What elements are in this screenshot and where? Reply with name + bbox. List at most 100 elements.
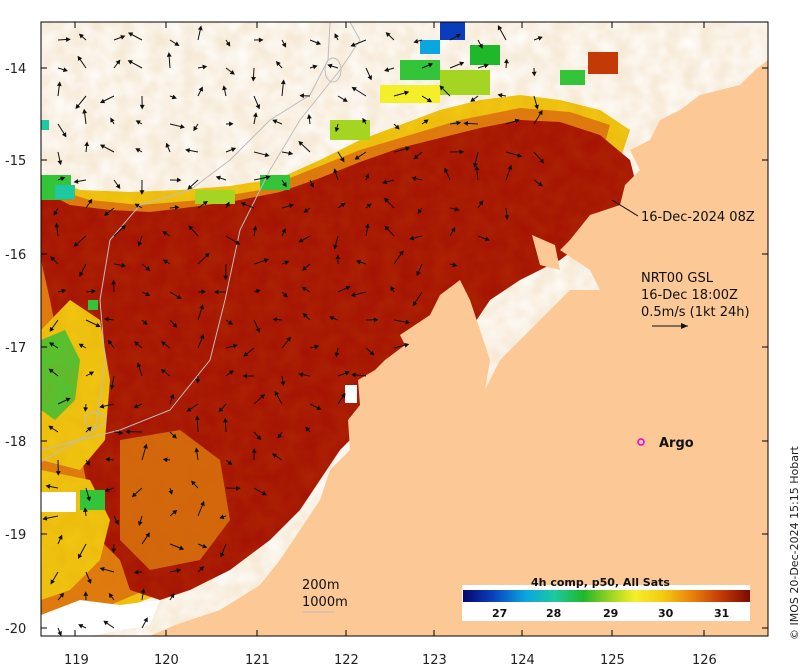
lat-label: -16 xyxy=(5,248,26,263)
current-arrowhead xyxy=(59,592,65,598)
current-arrowhead xyxy=(49,326,55,332)
current-arrowhead xyxy=(478,200,484,206)
current-arrowhead xyxy=(327,63,333,69)
current-arrowhead xyxy=(140,588,146,594)
current-arrowhead xyxy=(139,104,145,110)
current-arrowhead xyxy=(42,515,48,521)
current-arrowhead xyxy=(188,225,194,231)
lon-label: 125 xyxy=(600,653,625,668)
current-arrowhead xyxy=(54,222,60,228)
argo-float-marker[interactable] xyxy=(637,438,645,446)
current-arrowhead xyxy=(172,509,178,515)
current-arrowhead xyxy=(128,32,134,37)
current-time-label: 16-Dec 18:00Z xyxy=(641,288,738,303)
current-arrowhead xyxy=(227,320,233,325)
current-arrowhead xyxy=(103,620,109,626)
current-arrowhead xyxy=(99,403,105,409)
current-arrowhead xyxy=(174,41,180,46)
current-arrowhead xyxy=(272,119,278,124)
current-arrowhead xyxy=(50,256,56,262)
current-arrowhead xyxy=(133,403,139,409)
current-arrowhead xyxy=(87,198,93,204)
current-arrowhead xyxy=(413,154,419,160)
lat-label: -17 xyxy=(5,341,26,356)
current-arrowhead xyxy=(472,162,478,168)
current-arrowhead xyxy=(385,32,391,37)
current-arrowhead xyxy=(145,266,151,271)
current-arrowhead xyxy=(455,33,462,39)
current-arrowhead xyxy=(103,316,109,322)
current-arrowhead xyxy=(459,149,465,155)
current-arrowhead xyxy=(329,316,335,321)
current-scale-label: 0.5m/s (1kt 24h) xyxy=(641,305,750,320)
current-arrowhead xyxy=(230,147,237,152)
lon-label: 122 xyxy=(334,653,359,668)
current-arrowhead xyxy=(50,579,55,585)
latitude-axis xyxy=(41,67,768,629)
current-source-label: NRT00 GSL xyxy=(641,271,714,286)
current-arrowhead xyxy=(162,457,168,463)
current-arrowhead xyxy=(162,259,168,265)
current-arrowhead xyxy=(426,97,433,103)
current-arrowhead xyxy=(333,244,338,250)
current-arrowhead xyxy=(394,124,400,130)
timestamp-label: 16-Dec-2024 08Z xyxy=(641,210,755,225)
current-arrowhead xyxy=(256,435,262,441)
current-arrowhead xyxy=(350,42,356,47)
current-arrowhead xyxy=(298,238,304,243)
current-arrowhead xyxy=(57,631,62,636)
current-arrowhead xyxy=(115,59,121,65)
current-arrowhead xyxy=(280,79,286,85)
current-arrowhead xyxy=(333,168,338,174)
current-arrowhead xyxy=(218,407,224,413)
current-arrowhead xyxy=(367,75,372,81)
current-arrowhead xyxy=(111,279,117,285)
current-arrowhead xyxy=(171,94,177,100)
current-arrowhead xyxy=(463,120,469,126)
current-arrowhead xyxy=(456,120,462,126)
colorbar-tick: 28 xyxy=(546,607,561,620)
current-arrowhead xyxy=(251,448,257,453)
current-arrowhead xyxy=(83,507,88,513)
current-arrowhead xyxy=(61,132,67,138)
current-arrowhead xyxy=(225,41,231,47)
current-arrowhead xyxy=(223,275,229,281)
current-arrowhead xyxy=(303,208,309,213)
current-arrowhead xyxy=(351,86,357,92)
current-arrowhead xyxy=(373,317,379,323)
current-arrowhead xyxy=(405,319,411,325)
current-arrowhead xyxy=(364,223,370,229)
current-arrowhead xyxy=(356,259,362,265)
current-arrowhead xyxy=(143,617,148,623)
current-arrowhead xyxy=(174,205,180,210)
current-arrowhead xyxy=(62,67,68,73)
reference-arrow xyxy=(652,323,688,329)
current-arrowhead xyxy=(137,520,143,527)
current-arrowhead xyxy=(409,235,415,241)
current-arrowhead xyxy=(135,120,141,125)
lon-label: 121 xyxy=(245,653,270,668)
current-arrowhead xyxy=(260,393,266,399)
current-arrowhead xyxy=(223,417,228,423)
current-arrowhead xyxy=(99,144,106,149)
current-arrowhead xyxy=(255,289,261,294)
current-arrowhead xyxy=(115,183,121,189)
current-arrowhead xyxy=(55,471,61,476)
lat-label: -19 xyxy=(5,528,26,543)
current-arrowhead xyxy=(79,271,84,277)
current-arrowhead xyxy=(314,344,320,350)
current-arrowhead xyxy=(215,175,221,181)
colorbar-tick: 30 xyxy=(658,607,674,620)
land-australia xyxy=(150,22,768,636)
contour-1000m-label: 1000m xyxy=(302,595,348,610)
current-arrowhead xyxy=(275,61,281,67)
colorbar-tick: 29 xyxy=(603,607,618,620)
current-arrowhead xyxy=(334,352,340,358)
longitude-axis xyxy=(74,22,705,636)
current-arrowhead xyxy=(232,343,238,349)
current-arrowhead xyxy=(176,177,182,183)
current-arrowhead xyxy=(470,97,476,102)
current-arrowhead xyxy=(309,182,315,188)
lon-label: 126 xyxy=(692,653,717,668)
